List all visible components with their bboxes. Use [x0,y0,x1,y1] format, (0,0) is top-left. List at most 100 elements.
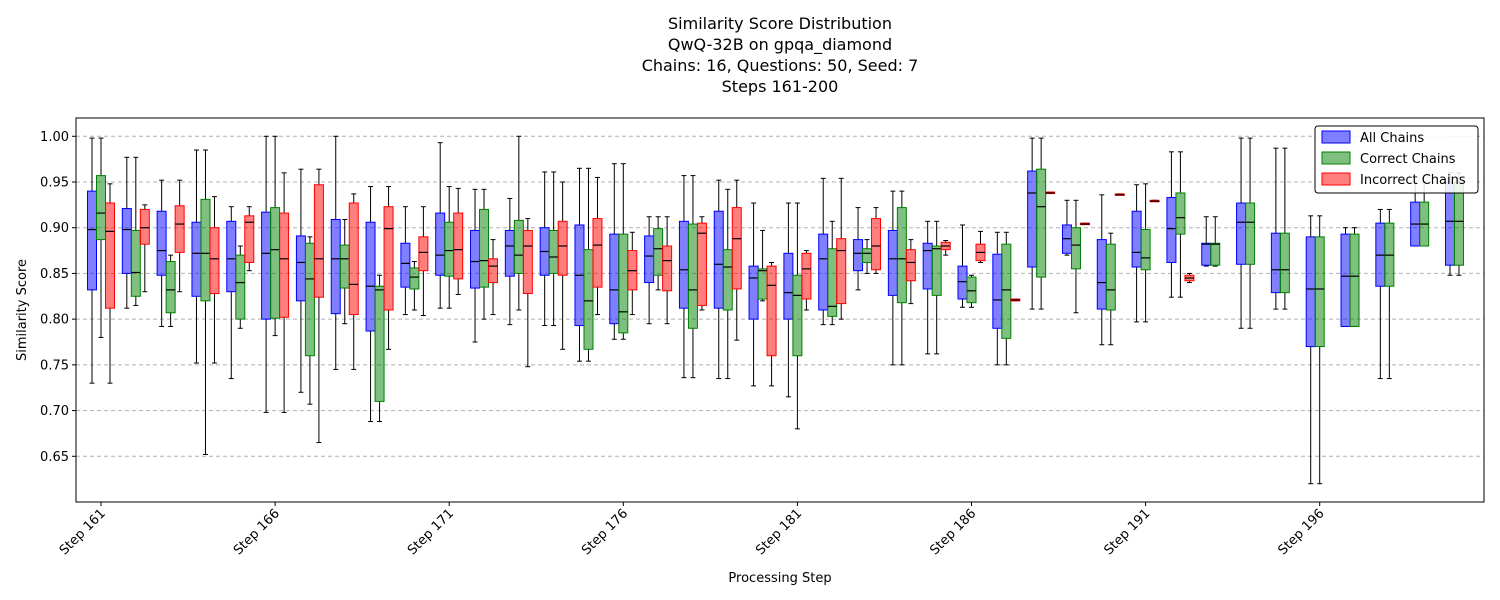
box-correct-chains-step-193 [1210,216,1221,267]
title-line-1: Similarity Score Distribution [668,14,892,33]
title-line-4: Steps 161-200 [722,77,839,96]
box-incorrect-chains-step-167 [313,168,324,444]
legend-label-incorrect-chains: Incorrect Chains [1360,173,1466,188]
box-body [96,175,106,241]
box-correct-chains-step-186 [966,274,977,308]
box-all-chains-step-169 [365,186,376,423]
box-all-chains-step-162 [121,156,132,309]
box-body [801,252,812,300]
box-all-chains-step-181 [783,202,794,398]
box-all-chains-step-166 [261,135,272,413]
box-correct-chains-step-195 [1279,147,1290,310]
box-body [295,235,306,302]
box-all-chains-step-164 [191,149,202,364]
y-tick-label: 1.00 [40,130,69,145]
box-body [992,253,1003,329]
box-body [365,221,376,332]
x-tick-label: Step 186 [927,506,979,558]
box-correct-chains-step-174 [548,171,559,327]
box-correct-chains-step-187 [1001,231,1012,366]
box-correct-chains-step-170 [409,261,420,311]
box-body [479,208,490,288]
box-correct-chains-step-167 [304,236,315,405]
box-body [1314,236,1325,348]
box-body [583,249,594,350]
box-body [226,220,237,293]
box-incorrect-chains-step-180 [766,261,777,387]
box-body [1201,242,1212,266]
box-body [678,220,689,309]
box-incorrect-chains-step-177 [662,216,673,325]
box-body [165,261,176,314]
box-body [1140,229,1151,271]
box-incorrect-chains-step-191 [1149,199,1160,203]
box-body [1166,197,1177,263]
box-correct-chains-step-176 [618,163,629,340]
box-all-chains-step-179 [713,179,724,380]
y-tick-label: 0.65 [40,450,69,465]
box-body [279,212,290,318]
box-body [836,238,847,305]
y-tick-label: 0.70 [40,404,69,419]
box-body [304,242,315,357]
box-body [887,229,898,296]
box-body [957,265,968,300]
box-all-chains-step-171 [435,142,446,309]
box-body [261,211,272,320]
box-correct-chains-step-185 [931,220,942,355]
box-body [444,221,455,277]
box-all-chains-step-161 [87,137,97,384]
box-body [139,208,150,245]
y-tick-label: 0.80 [40,313,69,328]
box-all-chains-step-174 [539,171,550,327]
box-body [418,236,429,272]
box-body [896,207,907,304]
box-body [330,218,341,315]
box-all-chains-step-168 [330,135,341,370]
title-line-2: QwQ-32B on gpqa_diamond [668,35,892,55]
box-all-chains-step-197 [1340,227,1351,327]
box-body [1036,168,1047,278]
box-body [174,205,185,253]
box-body [513,219,524,274]
box-incorrect-chains-step-176 [627,231,638,316]
box-all-chains-step-193 [1201,216,1212,267]
legend: All Chains Correct Chains Incorrect Chai… [1314,125,1479,194]
box-body [966,276,977,304]
box-incorrect-chains-step-165 [244,206,255,272]
box-incorrect-chains-step-175 [592,176,603,316]
box-incorrect-chains-step-179 [731,179,742,341]
box-body [409,267,420,290]
box-body [713,210,724,309]
box-all-chains-step-180 [748,202,759,387]
box-all-chains-step-170 [400,206,411,316]
box-body [653,228,664,276]
box-body [1270,232,1281,294]
box-body [1236,202,1247,265]
box-all-chains-step-172 [470,188,481,343]
box-body [1245,202,1256,265]
box-incorrect-chains-step-192 [1184,272,1195,284]
box-incorrect-chains-step-174 [557,181,568,350]
box-correct-chains-step-168 [339,218,350,325]
box-body [1105,243,1116,311]
box-all-chains-step-189 [1061,199,1072,256]
box-body [662,245,673,292]
box-all-chains-step-195 [1270,147,1281,310]
box-body [1131,210,1142,268]
y-axis-label: Similarity Score [15,259,30,361]
box-body [1175,192,1186,235]
box-body [209,227,220,295]
x-tick-label: Step 171 [405,506,457,558]
box-all-chains-step-178 [678,175,689,379]
y-tick-label: 0.85 [40,267,69,282]
box-all-chains-step-196 [1305,215,1316,485]
box-all-chains-step-191 [1131,184,1142,323]
box-correct-chains-step-161 [96,137,106,338]
box-all-chains-step-190 [1096,194,1107,346]
box-body [1027,170,1038,268]
y-tick-label: 0.75 [40,358,69,373]
x-axis: Step 161 Step 166 Step 171 Step 176 Step 181… [57,502,1328,558]
box-body [792,274,803,357]
y-tick-label: 0.95 [40,176,69,191]
